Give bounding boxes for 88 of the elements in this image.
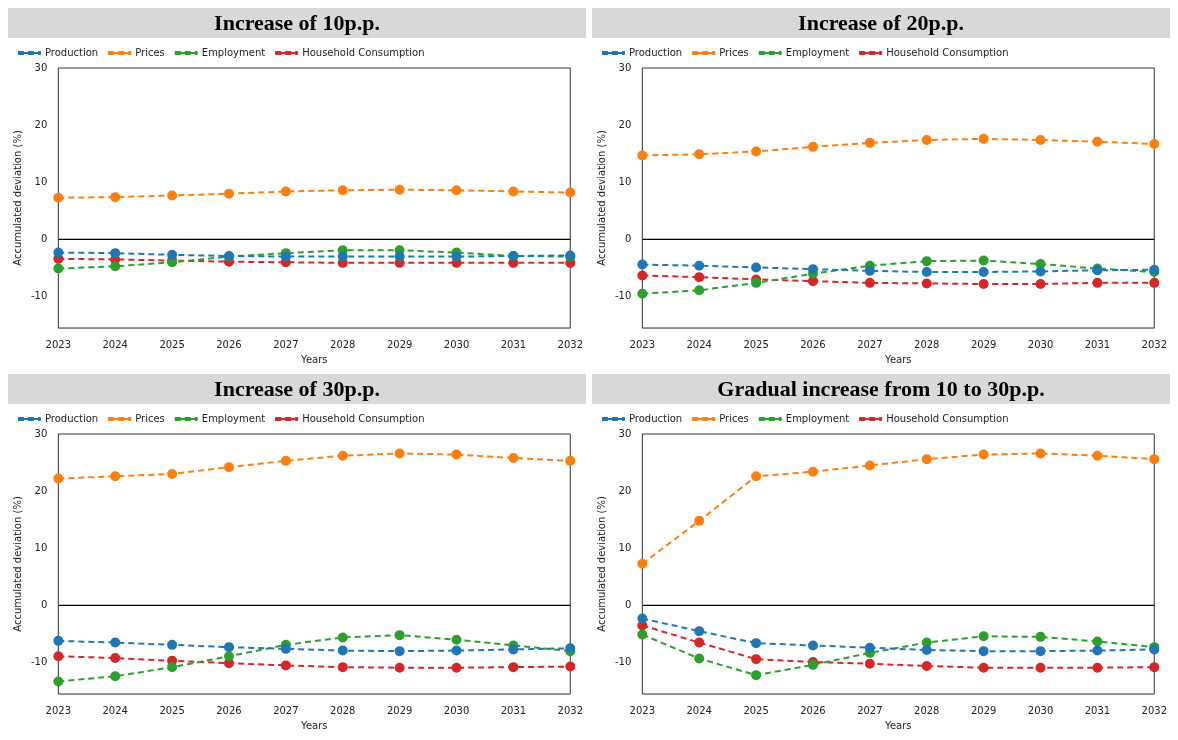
x-tick-label: 2032 bbox=[1141, 338, 1167, 350]
legend-label: Employment bbox=[201, 46, 266, 58]
y-tick-label: -10 bbox=[30, 656, 48, 668]
y-tick-label: 20 bbox=[34, 118, 48, 130]
legend-label: Household Consumption bbox=[302, 46, 425, 58]
legend-label: Household Consumption bbox=[886, 46, 1009, 58]
y-tick-label: 20 bbox=[34, 484, 48, 496]
x-tick-label: 2023 bbox=[629, 338, 656, 350]
x-tick-label: 2029 bbox=[970, 338, 997, 350]
x-tick-label: 2027 bbox=[273, 704, 299, 716]
legend-label: Employment bbox=[201, 412, 266, 424]
y-tick-label: 30 bbox=[618, 427, 632, 439]
legend-label: Production bbox=[45, 412, 99, 424]
y-tick-label: 0 bbox=[40, 599, 48, 611]
y-tick-label: 30 bbox=[34, 427, 48, 439]
x-tick-label: 2026 bbox=[216, 338, 242, 350]
y-tick-label: -10 bbox=[614, 290, 632, 302]
x-axis-title: Years bbox=[300, 353, 328, 365]
x-tick-label: 2029 bbox=[386, 704, 413, 716]
legend-label: Employment bbox=[785, 46, 850, 58]
y-tick-label: 10 bbox=[34, 541, 48, 553]
x-tick-label: 2030 bbox=[443, 704, 470, 716]
legend-label: Prices bbox=[135, 412, 165, 424]
y-axis-title: Accumulated deviation (%) bbox=[11, 130, 23, 266]
x-tick-label: 2027 bbox=[273, 338, 299, 350]
x-tick-label: 2027 bbox=[857, 338, 883, 350]
x-tick-label: 2023 bbox=[629, 704, 656, 716]
x-tick-label: 2026 bbox=[800, 338, 826, 350]
x-tick-label: 2029 bbox=[970, 704, 997, 716]
x-tick-label: 2032 bbox=[557, 704, 583, 716]
x-axis-title: Years bbox=[300, 719, 328, 731]
y-tick-label: 10 bbox=[618, 541, 632, 553]
x-tick-label: 2032 bbox=[557, 338, 583, 350]
x-tick-label: 2031 bbox=[500, 338, 527, 350]
legend-label: Household Consumption bbox=[886, 412, 1009, 424]
y-axis-title: Accumulated deviation (%) bbox=[11, 496, 23, 632]
x-tick-label: 2028 bbox=[330, 338, 356, 350]
x-tick-label: 2024 bbox=[102, 338, 128, 350]
x-tick-label: 2027 bbox=[857, 704, 883, 716]
x-tick-label: 2031 bbox=[1084, 704, 1111, 716]
x-tick-label: 2032 bbox=[1141, 704, 1167, 716]
legend-label: Production bbox=[45, 46, 99, 58]
x-tick-label: 2024 bbox=[686, 704, 712, 716]
x-tick-label: 2028 bbox=[914, 338, 940, 350]
x-tick-label: 2025 bbox=[743, 338, 769, 350]
x-tick-label: 2028 bbox=[330, 704, 356, 716]
y-tick-label: -10 bbox=[30, 290, 48, 302]
y-tick-label: 20 bbox=[618, 484, 632, 496]
x-tick-label: 2030 bbox=[1027, 704, 1054, 716]
x-tick-label: 2031 bbox=[1084, 338, 1111, 350]
legend-label: Prices bbox=[719, 46, 749, 58]
legend-label: Employment bbox=[785, 412, 850, 424]
legend-label: Prices bbox=[135, 46, 165, 58]
y-tick-label: -10 bbox=[614, 656, 632, 668]
x-axis-title: Years bbox=[884, 353, 912, 365]
x-tick-label: 2030 bbox=[1027, 338, 1054, 350]
x-tick-label: 2023 bbox=[45, 704, 72, 716]
x-tick-label: 2025 bbox=[159, 338, 185, 350]
x-tick-label: 2023 bbox=[45, 338, 72, 350]
y-tick-label: 10 bbox=[34, 175, 48, 187]
y-tick-label: 20 bbox=[618, 118, 632, 130]
chart-title: Increase of 30p.p. bbox=[8, 374, 586, 404]
chart-title: Gradual increase from 10 to 30p.p. bbox=[592, 374, 1170, 404]
x-tick-label: 2030 bbox=[443, 338, 470, 350]
x-tick-label: 2026 bbox=[216, 704, 242, 716]
x-tick-label: 2026 bbox=[800, 704, 826, 716]
chart-title: Increase of 10p.p. bbox=[8, 8, 586, 38]
y-tick-label: 30 bbox=[618, 61, 632, 73]
y-axis-title: Accumulated deviation (%) bbox=[595, 130, 607, 266]
x-tick-label: 2024 bbox=[686, 338, 712, 350]
x-axis-title: Years bbox=[884, 719, 912, 731]
y-tick-label: 0 bbox=[624, 599, 632, 611]
legend-label: Production bbox=[629, 412, 683, 424]
y-axis-title: Accumulated deviation (%) bbox=[595, 496, 607, 632]
x-tick-label: 2028 bbox=[914, 704, 940, 716]
x-tick-label: 2025 bbox=[159, 704, 185, 716]
x-tick-label: 2025 bbox=[743, 704, 769, 716]
legend-label: Production bbox=[629, 46, 683, 58]
y-tick-label: 0 bbox=[40, 233, 48, 245]
y-tick-label: 0 bbox=[624, 233, 632, 245]
x-tick-label: 2024 bbox=[102, 704, 128, 716]
legend-label: Prices bbox=[719, 412, 749, 424]
x-tick-label: 2031 bbox=[500, 704, 527, 716]
y-tick-label: 10 bbox=[618, 175, 632, 187]
x-tick-label: 2029 bbox=[386, 338, 413, 350]
chart-title: Increase of 20p.p. bbox=[592, 8, 1170, 38]
legend-label: Household Consumption bbox=[302, 412, 425, 424]
y-tick-label: 30 bbox=[34, 61, 48, 73]
